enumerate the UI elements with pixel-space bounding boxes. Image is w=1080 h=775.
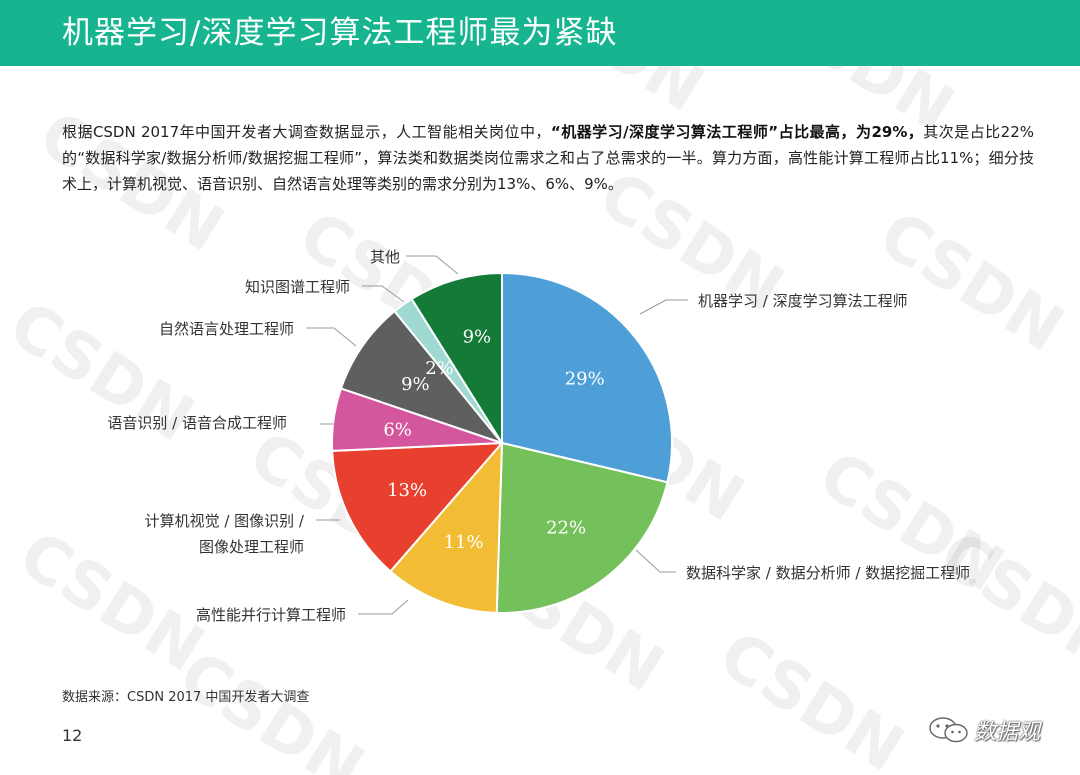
leader-line: [639, 299, 688, 315]
pie-slice: [495, 441, 669, 614]
brand-watermark: 数据观: [928, 712, 1058, 748]
wechat-icon: [929, 717, 968, 743]
watermark-text: CSDN: [706, 618, 916, 775]
intro-text-2: 其次是占比22%的“数据科学家/数据分析师/数据挖掘工程师”，算法类和数据类岗位…: [62, 123, 1034, 193]
page-title: 机器学习/深度学习算法工程师最为紧缺: [62, 15, 618, 51]
pie-slice: [501, 271, 673, 484]
pie-value-label: 6%: [383, 419, 412, 440]
watermark-text: CSDN: [926, 518, 1080, 687]
intro-text-1: 根据CSDN 2017年中国开发者大调查数据显示，人工智能相关岗位中，: [62, 123, 551, 141]
pie-value-label: 2%: [425, 358, 454, 379]
pie-value-label: 9%: [463, 327, 492, 348]
pie-category-label: 语音识别 / 语音合成工程师: [107, 414, 287, 432]
leader-line: [306, 327, 357, 347]
watermark-text: CSDN: [866, 198, 1076, 367]
pie-category-label: 数据科学家 / 数据分析师 / 数据挖掘工程师: [686, 564, 970, 582]
leader-line: [362, 285, 405, 303]
pie-category-label: 计算机视觉 / 图像识别 /: [145, 512, 305, 530]
intro-paragraph: 根据CSDN 2017年中国开发者大调查数据显示，人工智能相关岗位中，“机器学习…: [62, 119, 1034, 197]
pie-slice: [410, 271, 503, 447]
pie-category-label: 知识图谱工程师: [245, 278, 350, 296]
pie-slice: [339, 309, 505, 446]
pie-value-label: 9%: [401, 374, 430, 395]
watermark-text: CSDN: [6, 518, 216, 687]
leader-line: [406, 255, 459, 275]
brand-name: 数据观: [974, 720, 1041, 745]
data-source-note: 数据来源：CSDN 2017 中国开发者大调查: [62, 690, 310, 705]
pie-value-label: 22%: [546, 518, 586, 539]
pie-leader-lines: [306, 255, 688, 615]
intro-highlight: “机器学习/深度学习算法工程师”占比最高，为29%，: [550, 123, 924, 141]
pie-slice: [331, 441, 505, 573]
pie-slice: [389, 440, 504, 614]
pie-value-label: 13%: [387, 480, 427, 501]
pie-slices: [331, 271, 673, 614]
pie-category-label: 机器学习 / 深度学习算法工程师: [698, 292, 908, 310]
pie-value-labels: 29%22%11%13%6%9%2%9%: [383, 327, 604, 553]
header-bar: 机器学习/深度学习算法工程师最为紧缺: [0, 0, 1080, 66]
pie-category-label: 自然语言处理工程师: [159, 320, 294, 338]
leader-line: [635, 549, 676, 573]
page-number: 12: [62, 726, 83, 745]
pie-category-label: 其他: [370, 248, 400, 266]
watermark-text: CSDN: [166, 638, 376, 775]
pie-category-label: 高性能并行计算工程师: [196, 606, 346, 624]
pie-category-label: 图像处理工程师: [199, 538, 304, 556]
pie-value-label: 29%: [565, 369, 605, 390]
leader-line: [358, 599, 409, 615]
pie-value-label: 11%: [444, 532, 484, 553]
